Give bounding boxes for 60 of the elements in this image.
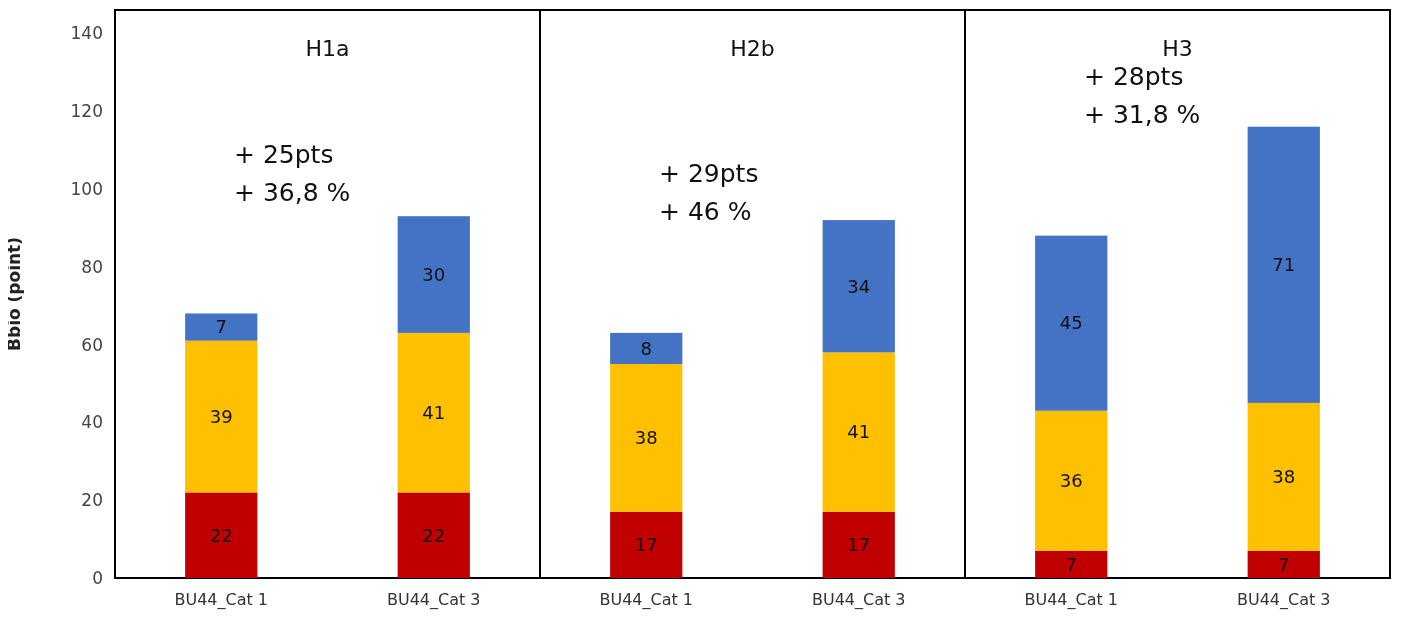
x-tick-label: BU44_Cat 1 (599, 590, 694, 610)
bar (185, 492, 258, 578)
bar (397, 216, 470, 333)
annotation: + 31,8 % (1084, 99, 1201, 129)
annotation: + 28pts (1084, 61, 1184, 91)
text: H3 (1162, 36, 1193, 61)
y-tick-label: 80 (81, 256, 103, 277)
bar (610, 511, 683, 578)
bar (610, 332, 683, 365)
bar (1035, 235, 1108, 411)
bar (1247, 126, 1320, 403)
annotation: + 36,8 % (234, 177, 351, 207)
y-tick-label: 140 (70, 23, 103, 44)
x-tick-label: BU44_Cat 1 (1024, 590, 1119, 610)
text: H2b (730, 36, 775, 61)
data-label: 36 (1059, 470, 1083, 492)
data-label: 17 (847, 534, 871, 556)
bar (185, 313, 258, 341)
data-label: 7 (1065, 553, 1077, 575)
y-tick-label: 120 (70, 101, 103, 122)
data-label: 38 (1272, 466, 1296, 488)
y-tick-label: 40 (81, 412, 103, 433)
annotation: + 25pts (234, 139, 334, 169)
bar (1247, 550, 1320, 578)
x-tick-label: BU44_Cat 3 (1236, 590, 1331, 610)
x-tick-label: BU44_Cat 3 (811, 590, 906, 610)
bar (610, 364, 683, 512)
data-label: 17 (634, 534, 658, 556)
data-label: 39 (209, 405, 233, 427)
data-label: 71 (1272, 254, 1296, 276)
data-label: 7 (1278, 553, 1290, 575)
annotation: + 46 % (659, 197, 752, 227)
bar (397, 332, 470, 493)
x-tick-label: BU44_Cat 3 (386, 590, 481, 610)
y-tick-label: 20 (81, 490, 103, 511)
x-tick-label: BU44_Cat 1 (174, 590, 269, 610)
data-label: 8 (640, 337, 652, 359)
annotation: + 29pts (659, 159, 759, 189)
data-label: 22 (422, 524, 446, 546)
text: H1a (305, 36, 350, 61)
bar (397, 492, 470, 578)
data-label: 7 (215, 316, 227, 338)
bar (185, 340, 258, 493)
data-label: 34 (847, 275, 871, 297)
data-label: 41 (847, 421, 871, 443)
y-tick-label: 100 (70, 178, 103, 199)
y-tick-label: 0 (92, 567, 103, 588)
y-axis-title: Bbio (point) (4, 237, 24, 351)
bar (1247, 402, 1320, 551)
data-label: 41 (422, 401, 446, 423)
bar (822, 352, 895, 512)
data-label: 22 (209, 524, 233, 546)
bar (822, 220, 895, 353)
y-tick-label: 60 (81, 334, 103, 355)
data-label: 38 (634, 427, 658, 449)
data-label: 45 (1059, 312, 1083, 334)
data-label: 30 (422, 263, 446, 285)
bar (1035, 550, 1108, 578)
bar (822, 511, 895, 578)
bar (1035, 410, 1108, 551)
